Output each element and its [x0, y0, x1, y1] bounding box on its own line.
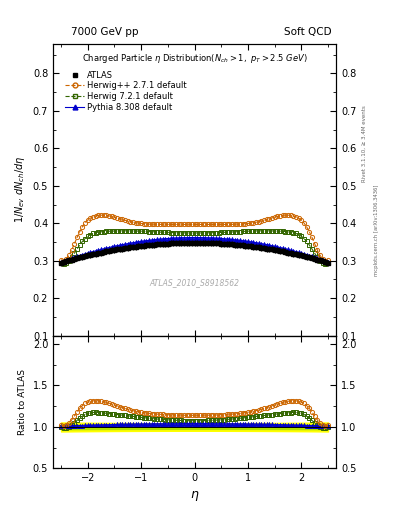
- Y-axis label: Ratio to ATLAS: Ratio to ATLAS: [18, 369, 27, 435]
- Text: Soft QCD: Soft QCD: [285, 27, 332, 37]
- Legend: ATLAS, Herwig++ 2.7.1 default, Herwig 7.2.1 default, Pythia 8.308 default: ATLAS, Herwig++ 2.7.1 default, Herwig 7.…: [63, 68, 189, 114]
- X-axis label: $\eta$: $\eta$: [190, 489, 199, 503]
- Text: Charged Particle $\eta$ Distribution$(N_{ch} > 1,\ p_{T} > 2.5\ GeV)$: Charged Particle $\eta$ Distribution$(N_…: [82, 52, 307, 66]
- Y-axis label: $1/N_{ev}\ dN_{ch}/d\eta$: $1/N_{ev}\ dN_{ch}/d\eta$: [13, 156, 27, 223]
- Text: ATLAS_2010_S8918562: ATLAS_2010_S8918562: [149, 279, 240, 288]
- Text: mcplots.cern.ch [arXiv:1306.3436]: mcplots.cern.ch [arXiv:1306.3436]: [374, 185, 379, 276]
- Text: Rivet 3.1.10, ≥ 3.4M events: Rivet 3.1.10, ≥ 3.4M events: [362, 105, 367, 182]
- Text: 7000 GeV pp: 7000 GeV pp: [71, 27, 138, 37]
